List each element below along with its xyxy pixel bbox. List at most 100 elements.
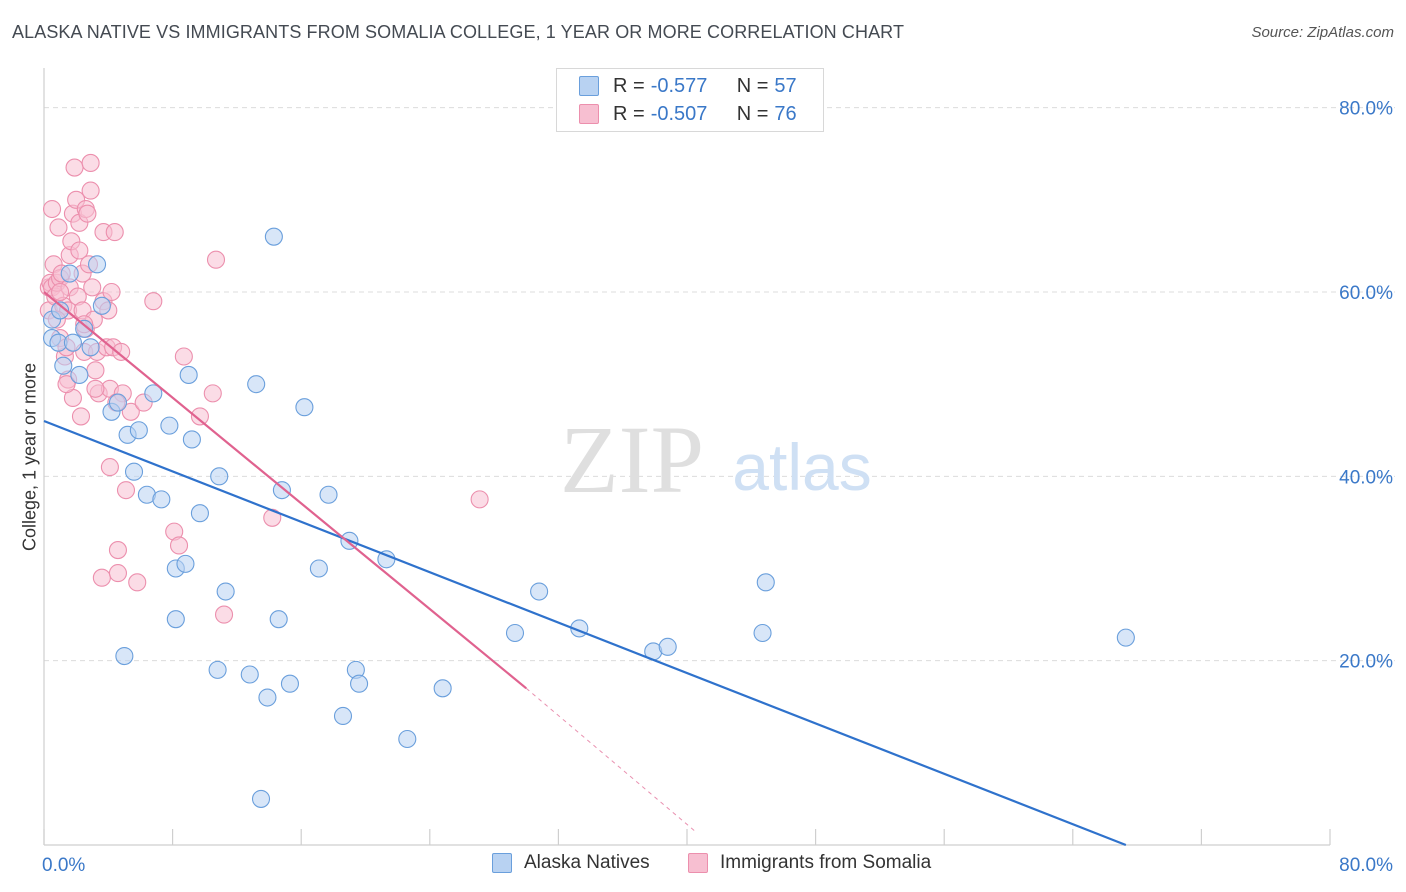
alaska-point — [264, 227, 283, 246]
alaska-point — [272, 481, 291, 500]
somalia-point — [86, 379, 105, 398]
alaska-point — [51, 301, 70, 320]
alaska-point — [280, 674, 299, 693]
legend-item-immigrants-from-somalia[interactable]: Immigrants from Somalia — [688, 852, 931, 874]
alaska-point — [190, 504, 209, 523]
somalia-point — [70, 241, 89, 260]
somalia-point — [108, 564, 127, 583]
somalia-point — [65, 158, 84, 177]
alaska-point — [166, 610, 185, 629]
alaska-point — [54, 356, 73, 375]
somalia-point — [83, 278, 102, 297]
trend-line-immigrants-from-somalia — [43, 291, 527, 690]
x-tick-label: 0.0% — [42, 855, 85, 876]
legend-n-value: 76 — [774, 102, 797, 125]
alaska-point — [60, 264, 79, 283]
alaska-point — [433, 679, 452, 698]
alaska-point — [182, 430, 201, 449]
somalia-point — [128, 573, 147, 592]
alaska-point — [295, 398, 314, 417]
alaska-point — [124, 462, 144, 481]
alaska-point — [258, 688, 277, 707]
somalia-point — [81, 153, 100, 173]
alaska-point — [144, 384, 163, 403]
alaska-point — [70, 365, 89, 384]
alaska-point — [160, 416, 179, 435]
alaska-point — [756, 573, 775, 592]
alaska-point — [319, 485, 338, 504]
source-label: Source: ZipAtlas.com — [1251, 24, 1394, 41]
somalia-point — [71, 407, 91, 426]
watermark-atlas: atlas — [732, 430, 871, 504]
alaska-point — [269, 610, 288, 629]
trend-line-extension-immigrants-from-somalia — [525, 687, 696, 832]
y-tick-label: 80.0% — [1339, 99, 1393, 120]
gridlines — [44, 107, 1395, 662]
chart-title: ALASKA NATIVE VS IMMIGRANTS FROM SOMALIA… — [12, 22, 905, 42]
legend-row-alaska-natives: R = -0.577 N = 57 — [579, 73, 797, 99]
tick-labels: 20.0% 40.0% 60.0% 80.0% 0.0% 80.0% — [42, 99, 1393, 876]
somalia-point — [78, 204, 97, 223]
somalia-point — [108, 541, 127, 560]
legend-swatch-pink — [579, 104, 599, 124]
somalia-point — [116, 481, 136, 500]
legend-swatch-pink — [688, 853, 708, 873]
somalia-point — [92, 568, 111, 587]
watermark: ZIP atlas — [560, 406, 872, 513]
alaska-point — [152, 490, 171, 509]
alaska-point — [81, 338, 100, 357]
alaska-point — [208, 660, 227, 679]
series-immigrants-from-somalia — [39, 153, 489, 624]
correlation-legend: R = -0.577 N = 57 R = -0.507 N = 76 — [556, 68, 824, 132]
alaska-point — [240, 665, 259, 684]
alaska-point — [530, 582, 549, 601]
alaska-point — [333, 706, 353, 726]
alaska-point — [658, 637, 677, 656]
alaska-point — [247, 375, 266, 394]
somalia-point — [100, 458, 119, 477]
x-tick-label: 80.0% — [1339, 855, 1393, 876]
somalia-point — [206, 250, 226, 269]
legend-row-immigrants-from-somalia: R = -0.507 N = 76 — [579, 101, 797, 127]
alaska-point — [92, 296, 111, 315]
legend-r-value: -0.507 — [650, 102, 708, 125]
alaska-point — [108, 393, 127, 412]
legend-swatch-blue — [579, 76, 599, 96]
alaska-point — [115, 647, 134, 666]
alaska-point — [216, 582, 235, 601]
alaska-point — [63, 333, 82, 352]
alaska-point — [505, 623, 525, 643]
alaska-point — [309, 559, 328, 578]
y-tick-label: 40.0% — [1339, 467, 1393, 488]
somalia-point — [49, 218, 68, 237]
somalia-point — [169, 536, 189, 555]
legend-n-label: N = — [736, 102, 769, 125]
somalia-point — [190, 407, 209, 426]
alaska-point — [87, 255, 107, 274]
somalia-point — [121, 402, 140, 421]
alaska-point — [398, 729, 417, 749]
alaska-point — [350, 674, 369, 693]
legend-item-alaska-natives[interactable]: Alaska Natives — [492, 852, 650, 874]
watermark-zip: ZIP — [560, 406, 704, 513]
series-alaska-natives — [42, 227, 1135, 808]
y-axis-label: College, 1 year or more — [19, 362, 40, 552]
y-tick-label: 20.0% — [1339, 652, 1393, 673]
legend-n-value: 57 — [774, 74, 797, 97]
somalia-point — [105, 223, 124, 242]
somalia-point — [51, 282, 70, 302]
alaska-point — [129, 421, 148, 440]
alaska-point — [210, 467, 229, 486]
alaska-point — [176, 554, 195, 573]
alaska-point — [1116, 628, 1135, 647]
somalia-point — [214, 605, 234, 624]
axes — [43, 68, 1331, 846]
alaska-point — [75, 319, 94, 338]
somalia-point — [57, 375, 76, 394]
alaska-point — [753, 623, 772, 643]
somalia-point — [86, 361, 105, 380]
somalia-point — [174, 347, 193, 366]
legend-r-value: -0.577 — [650, 74, 708, 97]
somalia-point — [203, 384, 222, 403]
